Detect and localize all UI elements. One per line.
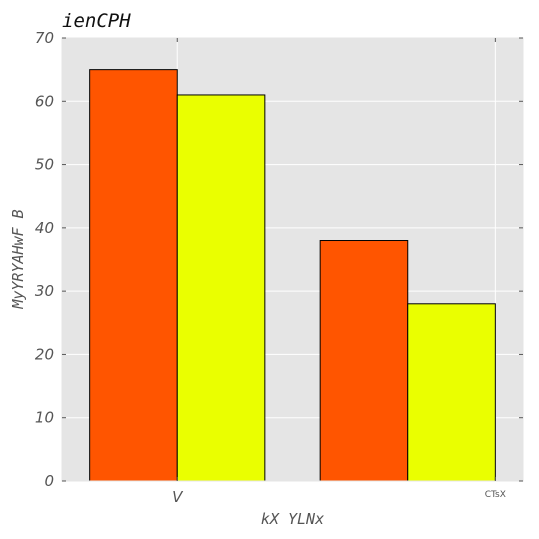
y-tick-labels: 0 10 20 30 40 50 60 70 [35, 29, 54, 490]
bar-v-series-2 [176, 94, 266, 482]
y-tick-label: 20 [35, 345, 54, 363]
y-tick-label: 40 [35, 219, 54, 237]
y-axis-label: MyYRYAHwF B [9, 209, 27, 309]
y-tick-label: 0 [44, 472, 54, 490]
chart-title: ienCPH [62, 10, 131, 32]
x-tick-label: V [172, 488, 184, 506]
bars [89, 69, 496, 482]
x-axis-label: kX YLNx [261, 510, 324, 528]
bar-v-series-1 [89, 69, 178, 482]
x-tick-label: CTsX [485, 490, 506, 500]
y-tick-label: 10 [35, 409, 54, 427]
plot-frame [61, 37, 524, 482]
y-tick-label: 60 [35, 92, 54, 110]
bar-ctsx-series-1 [319, 240, 409, 482]
y-tick-label: 70 [35, 29, 54, 47]
y-tick-label: 30 [35, 282, 54, 300]
tick-marks [62, 37, 523, 482]
x-tick-labels: V CTsX [172, 488, 506, 506]
bar-ctsx-series-2 [407, 303, 496, 482]
y-tick-label: 50 [35, 156, 54, 174]
